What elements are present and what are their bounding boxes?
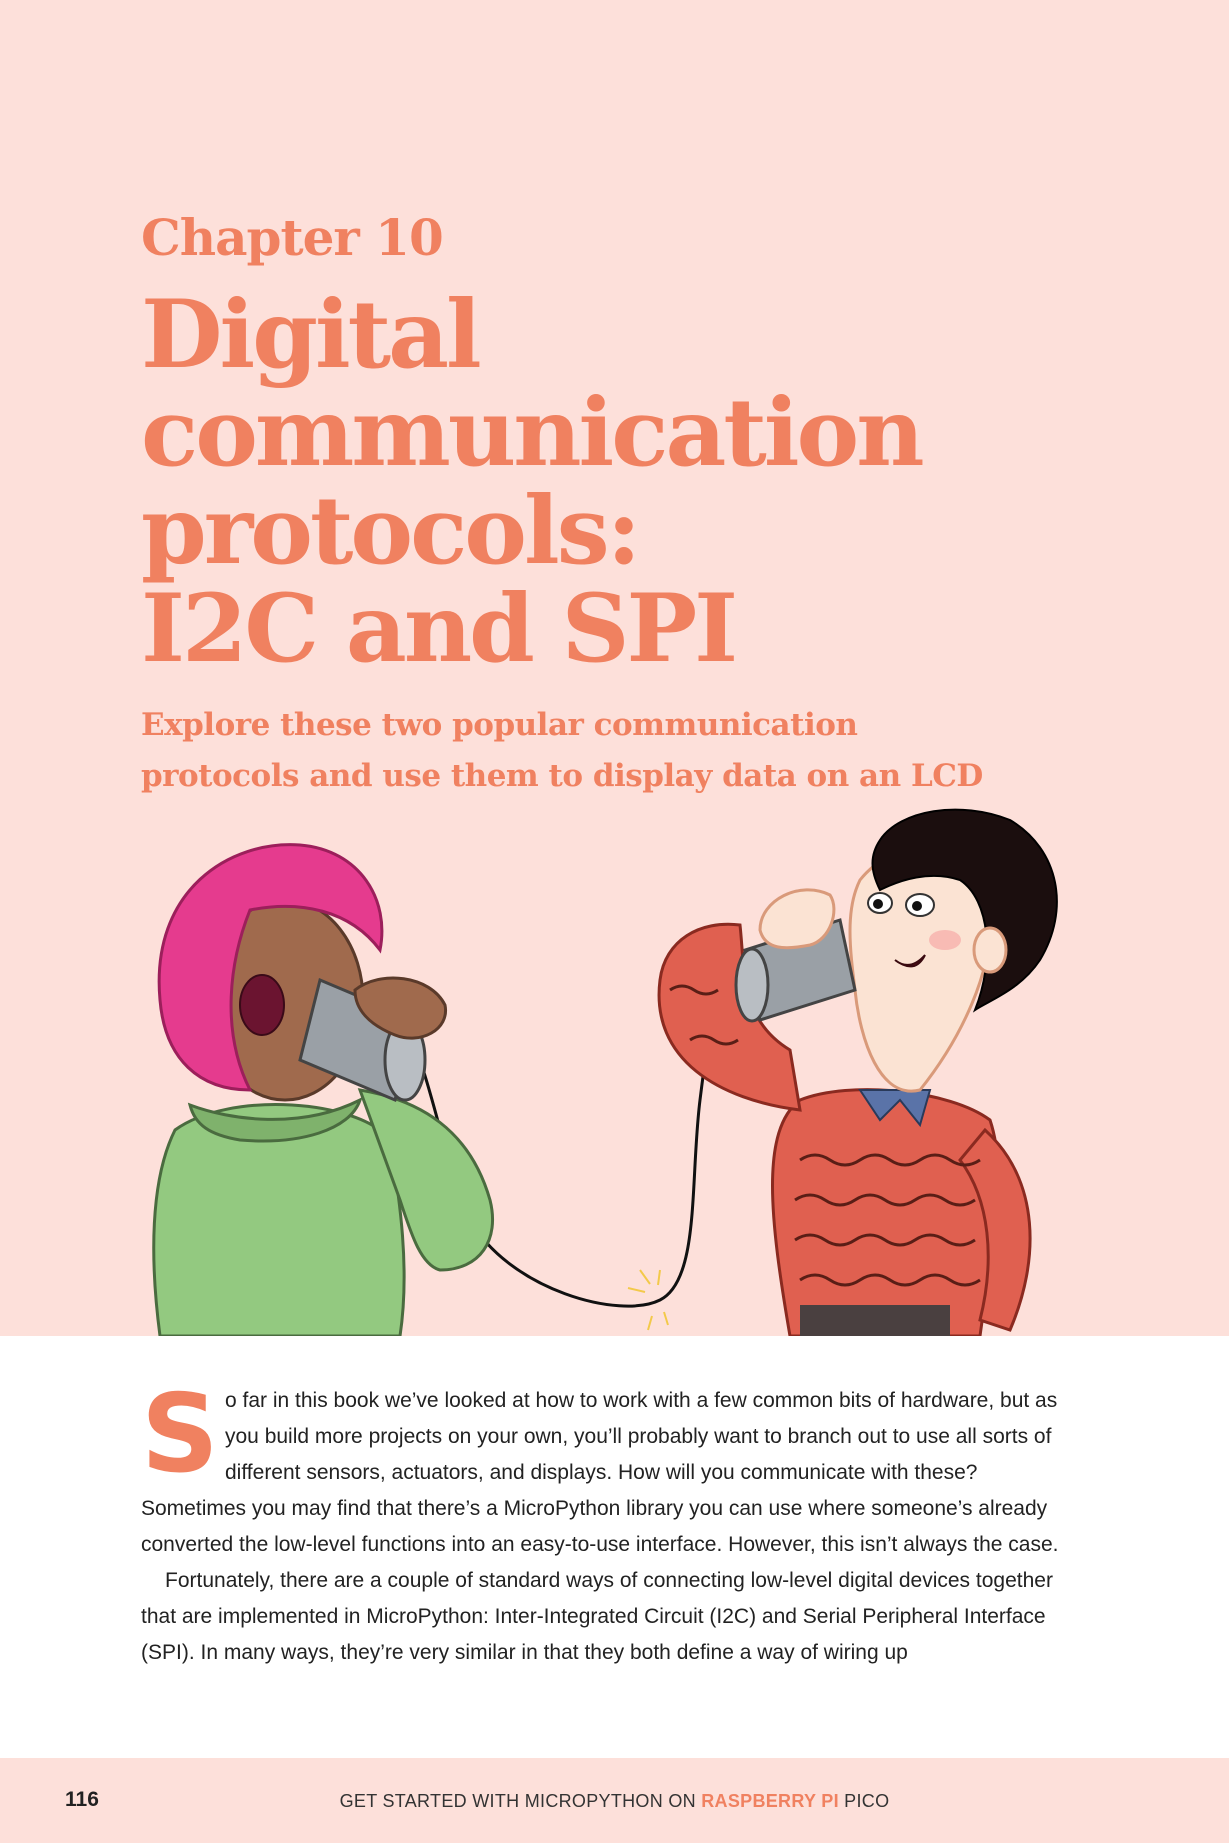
page-number: 116 (65, 1788, 99, 1811)
chapter-title-line: protocols: (141, 476, 641, 586)
running-head-suffix: PICO (838, 1791, 890, 1811)
chapter-title-line: I2C and SPI (141, 574, 738, 684)
drop-cap: S (141, 1372, 219, 1497)
subtitle-line: Explore these two popular communication (141, 707, 858, 743)
running-head-prefix: GET STARTED WITH MICROPYTHON ON (339, 1791, 702, 1811)
chapter-label: Chapter 10 (141, 208, 444, 267)
paragraph-2: Fortunately, there are a couple of stand… (141, 1569, 1053, 1664)
chapter-title: Digital communication protocols: I2C and… (141, 286, 1141, 678)
page-footer: 116 GET STARTED WITH MICROPYTHON ON RASP… (0, 1758, 1229, 1843)
girl-figure (152, 843, 495, 1336)
subtitle-line: protocols and use them to display data o… (141, 758, 983, 794)
paragraph-1-text: o far in this book we’ve looked at how t… (141, 1389, 1059, 1556)
tin-can-telephone-illustration (152, 808, 1058, 1336)
boy-figure (657, 808, 1058, 1336)
running-head: GET STARTED WITH MICROPYTHON ON RASPBERR… (0, 1791, 1229, 1812)
chapter-title-line: Digital (141, 280, 482, 390)
chapter-hero: Chapter 10 Digital communication protoco… (0, 0, 1229, 1336)
vibration-spark (627, 1269, 669, 1331)
running-head-accent: RASPBERRY PI (701, 1791, 839, 1811)
chapter-title-line: communication (141, 378, 925, 488)
chapter-subtitle: Explore these two popular communication … (141, 700, 1141, 802)
